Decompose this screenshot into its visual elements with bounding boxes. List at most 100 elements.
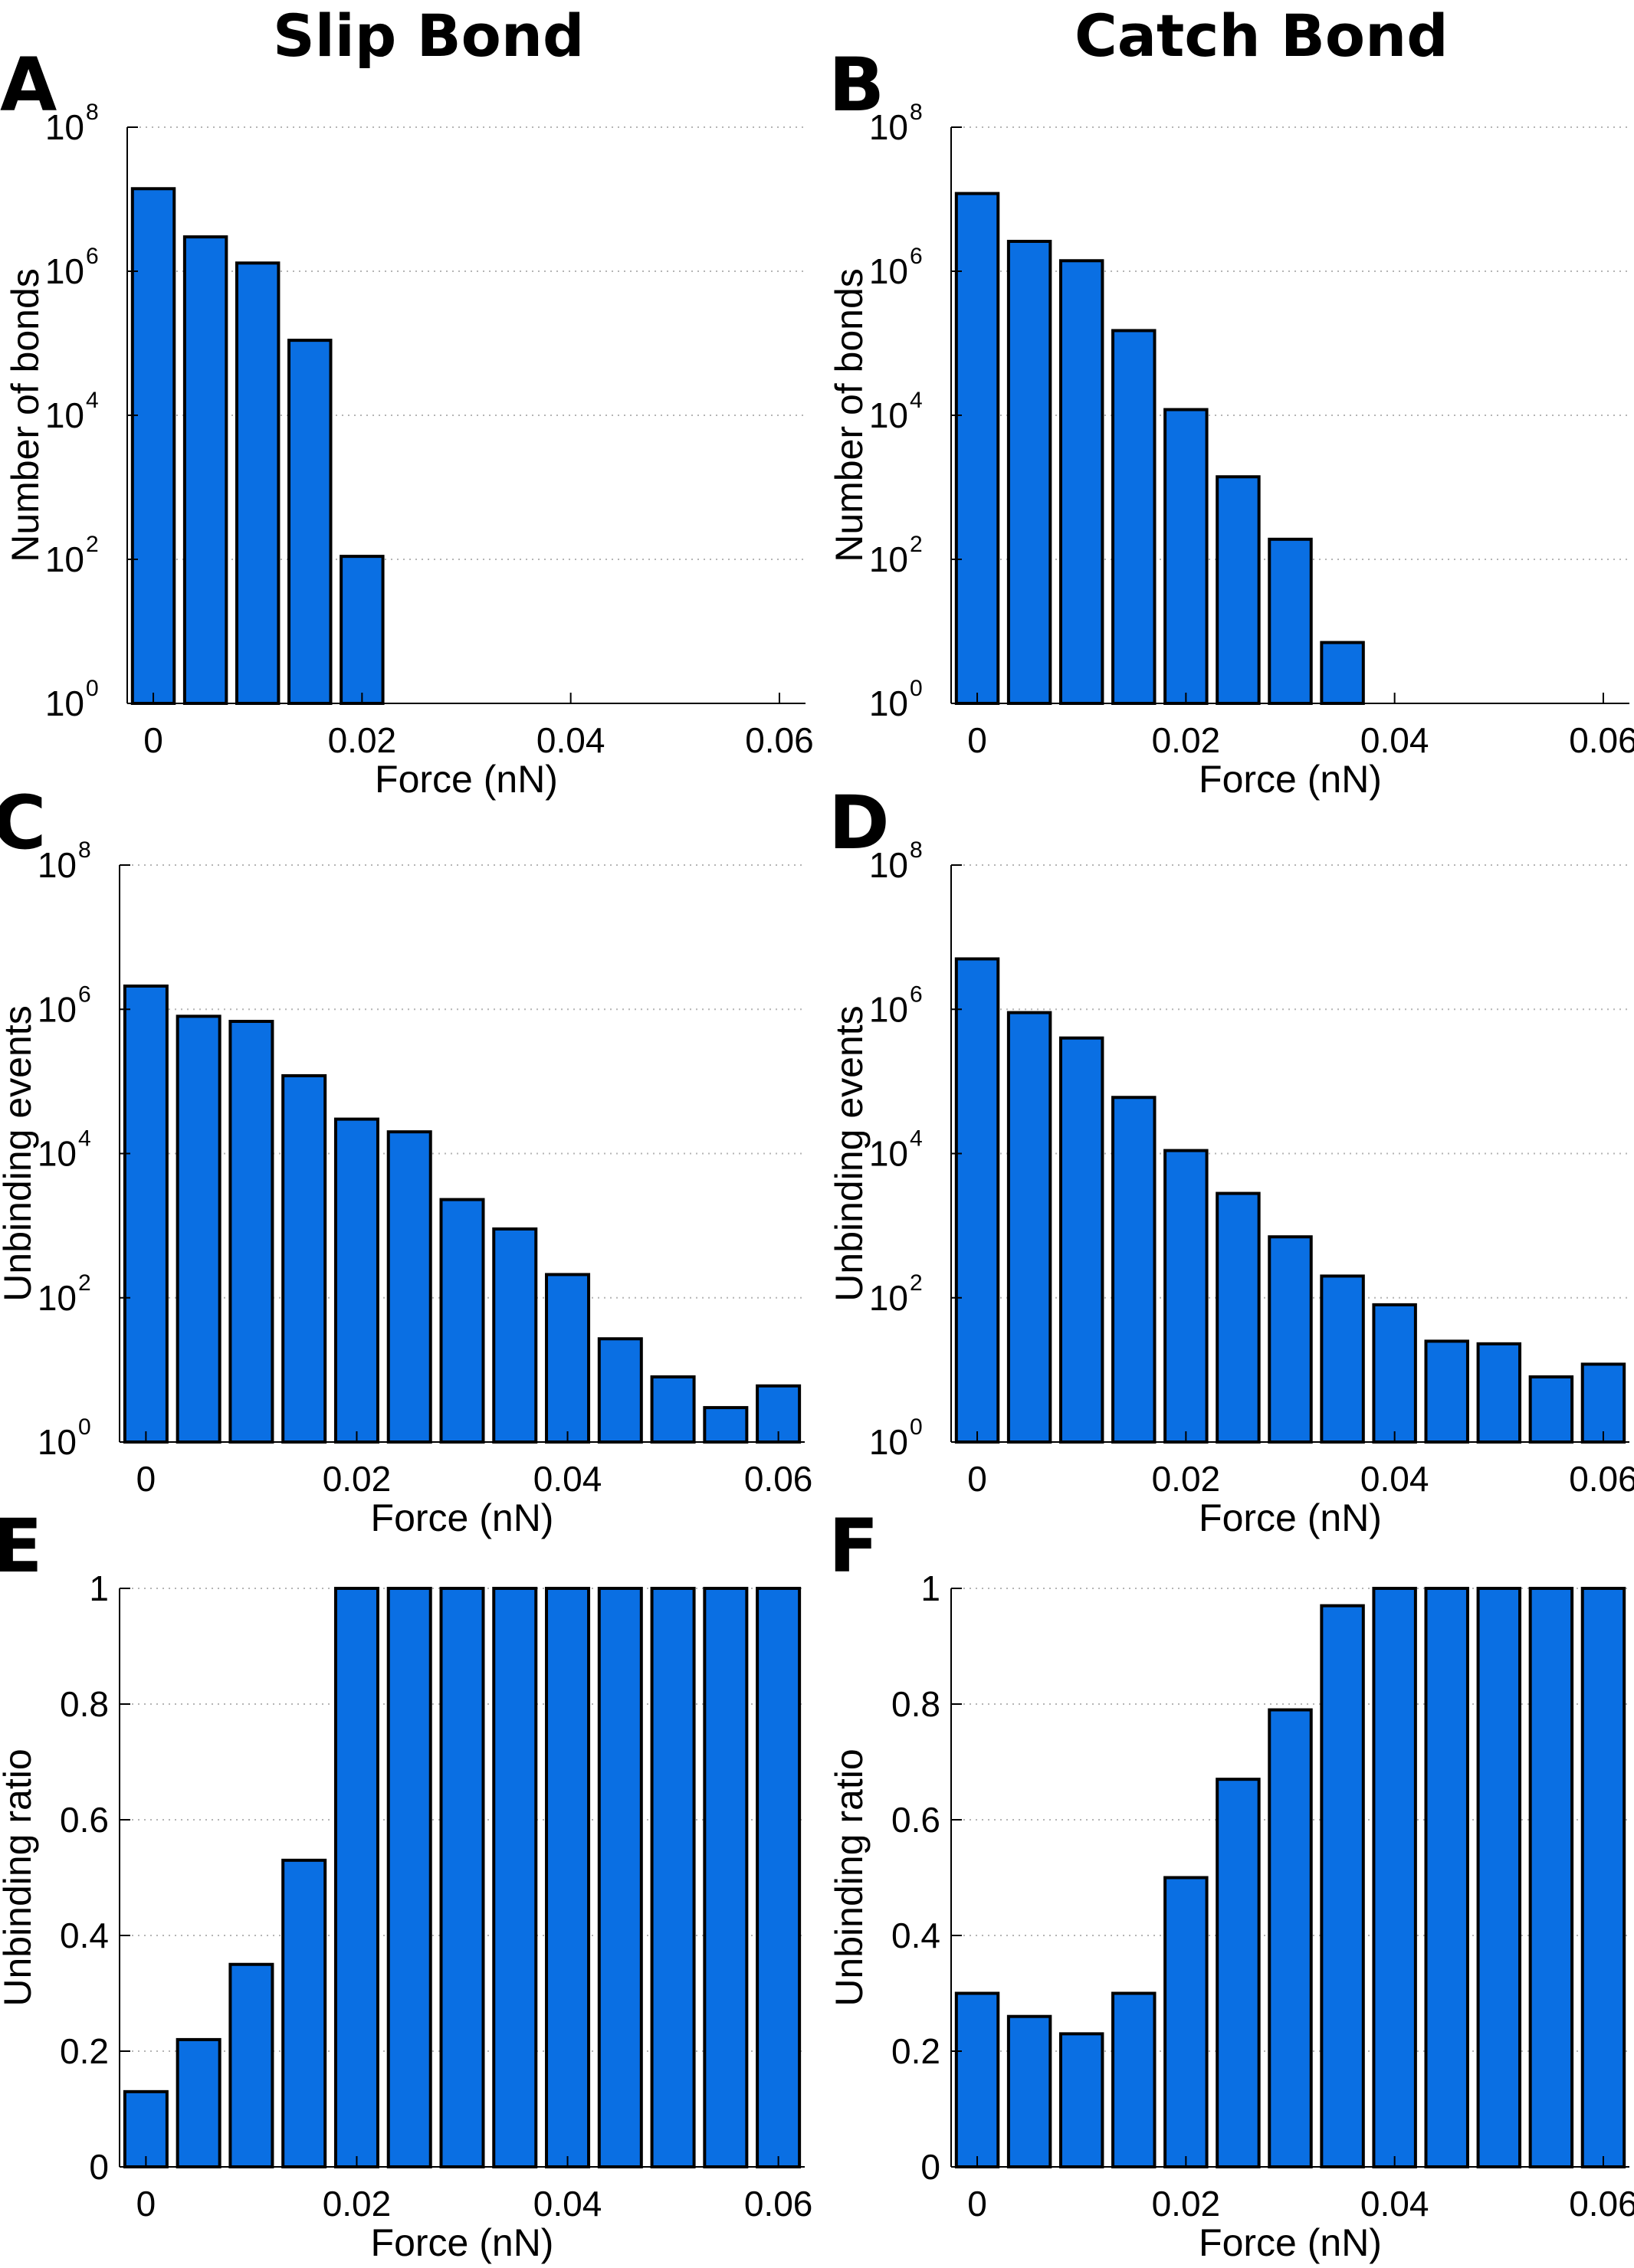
y-tick-label: 0.8: [891, 1684, 940, 1724]
bar-a-2: [235, 261, 281, 706]
y-tick-exponent: 2: [910, 1270, 923, 1296]
bar-c-4: [333, 1117, 379, 1444]
y-tick-label: 10: [38, 989, 77, 1029]
bar-e-4: [333, 1587, 379, 2168]
y-tick-label: 10: [38, 845, 77, 885]
y-tick-exponent: 8: [86, 100, 99, 125]
y-tick-label: 10: [869, 1134, 908, 1174]
y-tick-exponent: 0: [86, 676, 99, 701]
bar-c-7: [492, 1227, 538, 1444]
bar-f-10: [1476, 1587, 1522, 2168]
bar-c-10: [650, 1375, 696, 1444]
x-tick-label: 0.04: [536, 720, 605, 760]
x-tick-label: 0.04: [1360, 720, 1429, 760]
y-tick-label: 10: [869, 845, 908, 885]
bar-b-5: [1216, 475, 1261, 705]
bar-f-9: [1424, 1587, 1469, 2168]
bar-d-5: [1216, 1191, 1261, 1444]
y-tick-label: 10: [38, 1134, 77, 1174]
y-tick-exponent: 6: [86, 244, 99, 269]
y-axis-label: Unbinding ratio: [828, 1749, 871, 2006]
bar-e-2: [228, 1962, 274, 2168]
x-tick-label: 0.02: [323, 2184, 392, 2224]
bar-d-4: [1163, 1149, 1209, 1444]
bar-f-5: [1216, 1778, 1261, 2168]
y-tick-exponent: 4: [86, 388, 99, 413]
bar-c-8: [545, 1273, 591, 1444]
bar-e-8: [545, 1587, 591, 2168]
bar-d-9: [1424, 1339, 1469, 1444]
y-tick-label: 10: [869, 989, 908, 1029]
bar-c-2: [228, 1020, 274, 1444]
bar-b-3: [1111, 329, 1157, 705]
bar-b-6: [1268, 537, 1313, 706]
x-tick-label: 0.06: [1569, 720, 1634, 760]
x-tick-label: 0: [143, 720, 163, 760]
x-tick-label: 0.06: [744, 1459, 813, 1499]
y-tick-label: 10: [869, 539, 908, 579]
bar-c-3: [281, 1073, 327, 1444]
y-axis-label: Number of bonds: [4, 268, 47, 562]
y-tick-label: 10: [869, 683, 908, 723]
y-tick-label: 10: [869, 1278, 908, 1318]
y-tick-label: 1: [89, 1568, 109, 1608]
y-tick-exponent: 6: [78, 982, 91, 1007]
bar-e-9: [597, 1587, 643, 2168]
bar-c-0: [123, 984, 169, 1444]
bar-d-10: [1476, 1342, 1522, 1444]
bar-b-7: [1320, 641, 1365, 706]
y-tick-label: 10: [38, 1278, 77, 1318]
x-axis-label: Force (nN): [1199, 1496, 1382, 1539]
bar-b-2: [1058, 259, 1104, 705]
y-tick-exponent: 2: [78, 1270, 91, 1296]
bar-a-3: [287, 339, 333, 705]
x-axis-label: Force (nN): [1199, 2221, 1382, 2264]
y-tick-label: 10: [869, 395, 908, 435]
y-tick-label: 0.6: [891, 1800, 940, 1840]
x-tick-label: 0: [967, 1459, 987, 1499]
y-tick-exponent: 8: [910, 100, 923, 125]
y-tick-exponent: 6: [910, 244, 923, 269]
y-tick-label: 0.4: [891, 1916, 940, 1955]
x-tick-label: 0: [136, 1459, 156, 1499]
y-tick-label: 0.4: [60, 1916, 109, 1955]
bar-d-1: [1006, 1011, 1052, 1444]
chart-panel-f: 0 0.2 0.4 0.6 0.8 1 0 0.02 0.04 0.06 Force (nN) Unb…: [828, 1503, 1634, 2264]
x-axis-label: Force (nN): [371, 1496, 554, 1539]
bar-e-1: [176, 2037, 221, 2168]
bar-f-4: [1163, 1876, 1209, 2168]
y-tick-label: 10: [38, 1422, 77, 1462]
panel-letter-f: F: [828, 1503, 879, 1589]
bar-c-6: [439, 1198, 485, 1444]
bar-f-0: [954, 1991, 1000, 2168]
column-title-catch-bond: Catch Bond: [1075, 2, 1449, 70]
panel-letter-b: B: [828, 42, 884, 128]
bar-d-6: [1268, 1235, 1313, 1444]
x-tick-label: 0.02: [1152, 2184, 1221, 2224]
y-tick-exponent: 4: [910, 388, 923, 413]
y-tick-label: 10: [45, 395, 84, 435]
bar-f-1: [1006, 2014, 1052, 2168]
y-tick-exponent: 2: [86, 532, 99, 557]
x-tick-label: 0.04: [1360, 2184, 1429, 2224]
bar-e-11: [703, 1587, 749, 2168]
y-tick-label: 10: [869, 1422, 908, 1462]
x-tick-label: 0.02: [323, 1459, 392, 1499]
y-axis-label: Number of bonds: [828, 268, 871, 562]
panel-letter-e: E: [0, 1503, 43, 1589]
column-title-slip-bond: Slip Bond: [273, 2, 585, 70]
y-tick-label: 0.2: [60, 2031, 109, 2071]
y-tick-exponent: 2: [910, 532, 923, 557]
x-tick-label: 0.06: [744, 2184, 813, 2224]
y-tick-exponent: 8: [910, 837, 923, 863]
y-tick-exponent: 4: [910, 1126, 923, 1152]
y-tick-exponent: 0: [910, 1414, 923, 1440]
bar-e-6: [439, 1587, 485, 2168]
bar-d-3: [1111, 1096, 1157, 1444]
bar-b-0: [954, 192, 1000, 706]
y-tick-exponent: 6: [910, 982, 923, 1007]
bar-f-2: [1058, 2032, 1104, 2169]
bar-f-12: [1580, 1587, 1626, 2168]
bar-b-1: [1006, 239, 1052, 705]
y-tick-exponent: 0: [78, 1414, 91, 1440]
